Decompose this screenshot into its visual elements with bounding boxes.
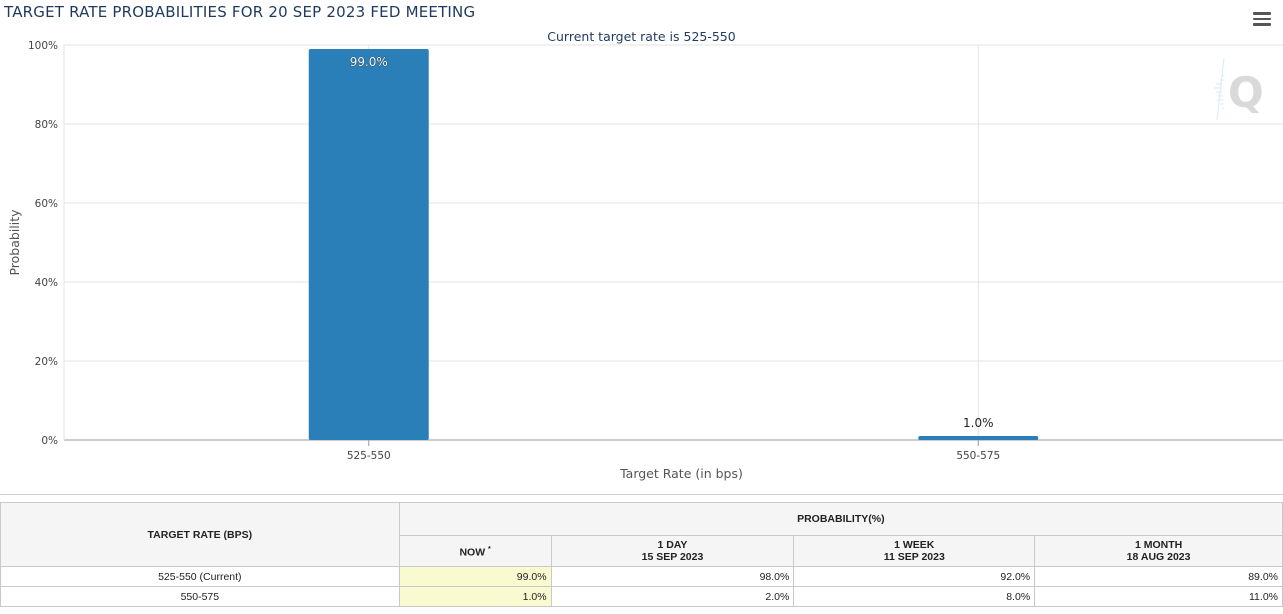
bar [918,436,1039,440]
table-row: 550-575 1.0% 2.0% 8.0% 11.0% [0,586,1283,607]
y-tick-label: 100% [28,40,58,52]
bar-data-label: 1.0% [963,416,994,430]
probability-header: PROBABILITY(%) [398,502,1283,536]
row-1week-value: 92.0% [793,566,1036,587]
row-rate: 525-550 (Current) [0,566,400,587]
probability-table: TARGET RATE (BPS) PROBABILITY(%) NOW * 1… [0,502,1283,607]
chart-subtitle: Current target rate is 525-550 [547,29,736,44]
x-tick-label: 525-550 [347,450,391,462]
row-now-value: 99.0% [398,566,552,587]
bar [308,48,429,440]
target-rate-header: TARGET RATE (BPS) [0,502,400,567]
y-tick-label: 20% [35,356,58,368]
row-1month-value: 11.0% [1034,586,1283,607]
y-tick-label: 0% [41,435,58,447]
hamburger-menu-icon[interactable] [1253,12,1271,28]
row-rate: 550-575 [0,586,400,607]
bar-data-label: 99.0% [350,55,388,69]
chart-table-separator [0,494,1283,495]
y-tick-label: 80% [35,119,58,131]
bar-chart: 0% 20% 40% 60% 80% 100% 99.0% 525-550 1.0% 550-57… [7,40,1283,481]
x-axis-title: Target Rate (in bps) [619,466,743,481]
svg-text:Q: Q [1228,68,1264,117]
row-1day-value: 98.0% [550,566,795,587]
row-1month-value: 89.0% [1034,566,1283,587]
quikstrike-logo-watermark: Q [1214,57,1264,121]
row-1week-value: 8.0% [793,586,1036,607]
table-row: 525-550 (Current) 99.0% 98.0% 92.0% 89.0… [0,566,1283,587]
y-tick-label: 40% [35,277,58,289]
col-1day-header: 1 DAY 15 SEP 2023 [550,535,795,567]
row-now-value: 1.0% [398,586,552,607]
y-axis-title: Probability [7,209,22,276]
col-1month-header: 1 MONTH 18 AUG 2023 [1034,535,1283,567]
chart-title: TARGET RATE PROBABILITIES FOR 20 SEP 202… [4,3,476,21]
row-1day-value: 2.0% [550,586,795,607]
y-tick-label: 60% [35,198,58,210]
x-tick-label: 550-575 [956,450,1000,462]
col-now-header: NOW * [398,535,552,567]
col-1week-header: 1 WEEK 11 SEP 2023 [793,535,1036,567]
